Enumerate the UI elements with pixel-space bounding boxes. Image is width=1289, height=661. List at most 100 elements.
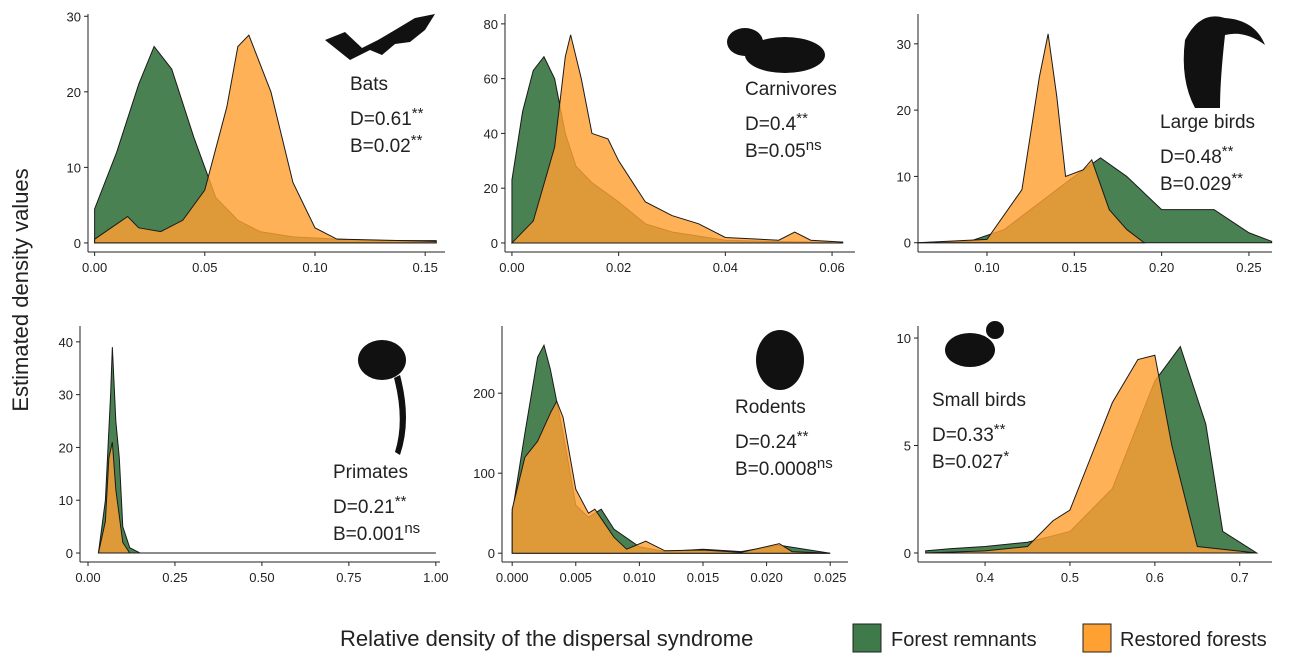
density-area <box>97 442 436 554</box>
stat-significance: ** <box>1231 170 1243 187</box>
primate-icon <box>358 340 406 380</box>
panel-label: Primates <box>333 462 408 483</box>
stat-text: B=0.05 <box>745 141 806 162</box>
stat-text: D=0.33 <box>932 425 994 446</box>
stat-text: B=0.001 <box>333 524 404 545</box>
stat-annotation: B=0.029** <box>1160 170 1243 195</box>
x-tick-label: 0.25 <box>1236 260 1261 275</box>
density-area <box>510 34 844 244</box>
stat-text: D=0.61 <box>350 109 412 130</box>
stat-text: D=0.24 <box>735 432 797 453</box>
y-tick-label: 10 <box>897 331 911 346</box>
y-tick-label: 20 <box>67 85 81 100</box>
stat-text: D=0.48 <box>1160 147 1222 168</box>
y-tick-label: 20 <box>484 181 498 196</box>
stat-annotation: B=0.0008ns <box>735 455 833 480</box>
stat-annotation: B=0.027* <box>932 448 1009 473</box>
x-tick-label: 0.020 <box>750 570 783 585</box>
x-tick-label: 0.00 <box>75 570 100 585</box>
stat-significance: ** <box>994 421 1006 438</box>
stat-annotation: D=0.21** <box>333 493 407 518</box>
x-tick-label: 0.000 <box>496 570 529 585</box>
stat-annotation: B=0.05ns <box>745 137 822 162</box>
density-area <box>511 400 831 554</box>
y-tick-label: 40 <box>484 126 498 141</box>
icons <box>325 14 1265 455</box>
stat-annotation: D=0.33** <box>932 421 1006 446</box>
stat-significance: ** <box>1222 143 1234 160</box>
y-tick-label: 10 <box>59 493 73 508</box>
y-tick-label: 0 <box>74 236 81 251</box>
small-bird-head <box>986 321 1004 339</box>
stat-significance: ** <box>797 428 809 445</box>
y-axis-title: Estimated density values <box>8 168 33 411</box>
y-tick-label: 200 <box>473 386 495 401</box>
y-tick-label: 0 <box>904 546 911 561</box>
x-tick-label: 0.00 <box>82 260 107 275</box>
stat-significance: ** <box>395 493 407 510</box>
y-tick-label: 0 <box>66 546 73 561</box>
y-tick-label: 30 <box>59 388 73 403</box>
y-tick-label: 10 <box>897 169 911 184</box>
x-tick-label: 0.06 <box>819 260 844 275</box>
raccoon-head <box>727 28 763 56</box>
x-tick-label: 0.75 <box>336 570 361 585</box>
x-tick-label: 1.00 <box>423 570 448 585</box>
x-tick-label: 0.005 <box>560 570 593 585</box>
y-tick-label: 0 <box>904 236 911 251</box>
legend-label: Forest remnants <box>891 629 1037 651</box>
stat-significance: * <box>1003 448 1009 465</box>
stat-annotation: D=0.61** <box>350 105 424 130</box>
y-tick-label: 30 <box>897 37 911 52</box>
rodent-icon <box>756 330 804 390</box>
primate-tail <box>394 375 406 455</box>
stat-significance: ns <box>817 455 833 472</box>
stat-annotation: D=0.48** <box>1160 143 1234 168</box>
stat-text: B=0.02 <box>350 136 411 157</box>
y-tick-label: 80 <box>484 17 498 32</box>
x-tick-label: 0.10 <box>302 260 327 275</box>
x-tick-label: 0.5 <box>1061 570 1079 585</box>
stat-significance: ** <box>412 105 424 122</box>
y-tick-label: 30 <box>67 9 81 24</box>
x-tick-label: 0.4 <box>976 570 994 585</box>
y-tick-label: 100 <box>473 466 495 481</box>
y-tick-label: 40 <box>59 335 73 350</box>
stat-annotation: B=0.02** <box>350 132 423 157</box>
y-tick-label: 0 <box>491 236 498 251</box>
x-tick-label: 0.02 <box>606 260 631 275</box>
toucan-icon <box>1183 16 1265 109</box>
y-tick-label: 20 <box>897 103 911 118</box>
x-tick-label: 0.05 <box>192 260 217 275</box>
stat-text: B=0.027 <box>932 452 1003 473</box>
stat-text: D=0.4 <box>745 114 797 135</box>
stat-text: B=0.029 <box>1160 174 1231 195</box>
raccoon-icon <box>745 37 825 73</box>
x-tick-label: 0.10 <box>974 260 999 275</box>
panel-label: Small birds <box>932 390 1026 411</box>
stat-text: B=0.0008 <box>735 459 817 480</box>
x-tick-label: 0.15 <box>413 260 438 275</box>
x-tick-label: 0.00 <box>499 260 524 275</box>
legend-swatch <box>852 623 882 653</box>
stat-significance: ** <box>796 110 808 127</box>
y-tick-label: 5 <box>904 439 911 454</box>
stat-annotation: D=0.4** <box>745 110 808 135</box>
legend-swatch <box>1082 623 1112 653</box>
x-axis-title: Relative density of the dispersal syndro… <box>340 626 753 651</box>
y-tick-label: 60 <box>484 72 498 87</box>
y-tick-label: 10 <box>67 160 81 175</box>
x-tick-label: 0.6 <box>1146 570 1164 585</box>
y-tick-label: 20 <box>59 440 73 455</box>
x-tick-label: 0.04 <box>713 260 738 275</box>
stat-text: D=0.21 <box>333 497 395 518</box>
y-tick-label: 0 <box>488 546 495 561</box>
x-tick-label: 0.25 <box>162 570 187 585</box>
density-area <box>917 33 1146 244</box>
x-tick-label: 0.015 <box>687 570 720 585</box>
stat-significance: ** <box>411 132 423 149</box>
density-area <box>925 354 1257 554</box>
density-area <box>94 34 437 244</box>
x-tick-label: 0.025 <box>814 570 847 585</box>
